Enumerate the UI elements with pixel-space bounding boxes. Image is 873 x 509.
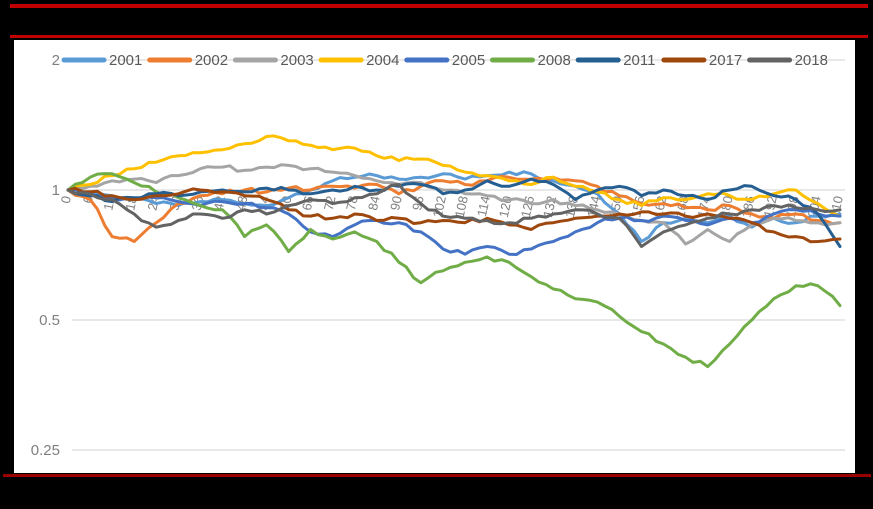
top-red-rule	[10, 4, 868, 8]
mid-red-rule	[10, 35, 868, 38]
legend: 2001 2002 2003 2004 2005 2008 2011 2017 2018	[61, 52, 828, 69]
legend-item-2001: 2001	[61, 52, 142, 69]
legend-item-2003: 2003	[232, 52, 314, 69]
series-line-2002	[66, 174, 842, 243]
x-tick-label: 102	[430, 195, 449, 219]
series-line-2003	[66, 163, 842, 246]
legend-label-2008: 2008	[538, 52, 571, 69]
bottom-red-rule	[3, 474, 871, 477]
legend-item-2011: 2011	[575, 52, 655, 69]
y-tick-label: 2	[52, 52, 60, 69]
legend-label-2003: 2003	[280, 52, 313, 69]
legend-label-2002: 2002	[195, 52, 228, 69]
series-line-2011	[66, 177, 842, 248]
series-line-2001	[66, 170, 842, 243]
series-line-2004	[66, 134, 842, 218]
legend-label-2001: 2001	[109, 52, 142, 69]
legend-item-2002: 2002	[147, 52, 228, 69]
legend-item-2005: 2005	[404, 52, 485, 69]
legend-label-2004: 2004	[366, 52, 399, 69]
y-tick-label: 0.25	[31, 442, 60, 459]
y-tick-label: 1	[52, 182, 60, 199]
legend-item-2008: 2008	[490, 52, 571, 69]
x-tick-label: 84	[365, 195, 383, 212]
legend-label-2018: 2018	[795, 52, 828, 69]
x-tick-label: 108	[452, 195, 471, 219]
series-line-2018	[66, 183, 842, 248]
legend-item-2017: 2017	[661, 52, 742, 69]
legend-item-2004: 2004	[318, 52, 399, 69]
chart-panel[interactable]: 2 1 0.5 0.25 0 6 12 18 24 30 36 42 48 54 60 66 72 78 84 90 9…	[14, 40, 855, 473]
x-tick-label: 114	[474, 195, 493, 218]
x-tick-label: 0	[58, 195, 74, 205]
legend-label-2005: 2005	[452, 52, 485, 69]
legend-item-2018: 2018	[747, 52, 828, 69]
chart-svg: 210.50.250 6 12 18 24 30 36 42 48 54 60 66 72 78 84 90 9…	[31, 52, 846, 459]
y-tick-label: 0.5	[39, 312, 60, 329]
series-line-2017	[66, 186, 842, 244]
x-tick-label: 126	[518, 195, 537, 219]
series-line-2008	[66, 172, 842, 369]
legend-label-2017: 2017	[709, 52, 742, 69]
x-tick-label: 144	[584, 195, 603, 219]
legend-label-2011: 2011	[623, 52, 655, 69]
x-tick-label: 90	[387, 195, 405, 212]
